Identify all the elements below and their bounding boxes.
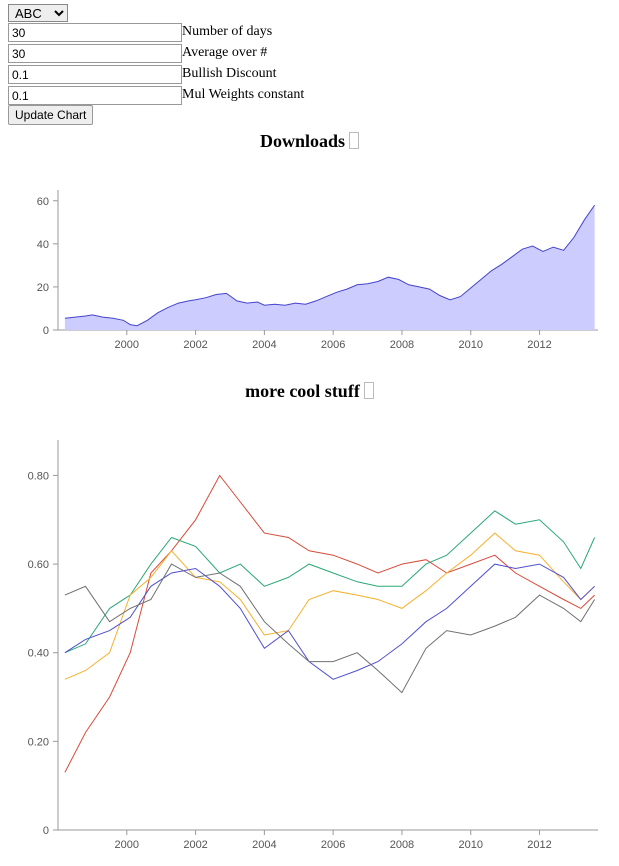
field-row-mulweights: Mul Weights constant [8, 86, 304, 107]
update-chart-button[interactable]: Update Chart [8, 105, 94, 125]
chart2-title-text: more cool stuff [245, 381, 360, 401]
series-gray-line [64, 563, 596, 694]
chart1-x-tick-label: 2000 [115, 339, 139, 351]
average-over-input[interactable] [8, 44, 182, 63]
series-green-line [64, 510, 596, 654]
number-of-days-label: Number of days [182, 24, 273, 39]
chart2-y-tick-label: 0.20 [28, 736, 49, 748]
series-yellow-line [64, 532, 595, 680]
chart1-x-tick-label: 2010 [458, 339, 482, 351]
chart1-y-tick-label: 20 [37, 282, 49, 294]
chart2-y-tick-label: 0 [43, 825, 49, 837]
average-over-label: Average over # [182, 45, 268, 60]
series-red-line [64, 474, 595, 773]
downloads-area [64, 205, 595, 330]
bullish-discount-label: Bullish Discount [182, 66, 277, 81]
chart2-y-tick-label: 0.80 [28, 470, 49, 482]
chart1-x-tick-label: 2012 [527, 339, 551, 351]
mul-weights-input[interactable] [8, 86, 182, 105]
chart1-x-tick-label: 2002 [183, 339, 207, 351]
downloads-line [64, 204, 596, 327]
field-row-average: Average over # [8, 44, 267, 65]
chart2-x-tick-label: 2006 [321, 839, 345, 851]
chart2-x-tick-label: 2012 [527, 839, 551, 851]
bullish-discount-input[interactable] [8, 65, 182, 84]
chart2-x-tick-label: 2002 [183, 839, 207, 851]
field-row-bullish: Bullish Discount [8, 65, 277, 86]
chart2-title: more cool stuff [0, 381, 619, 402]
chart1-x-tick-label: 2004 [252, 339, 276, 351]
chart2-menu-icon[interactable] [363, 382, 374, 399]
chart1-title-text: Downloads [259, 131, 346, 151]
chart2-y-tick-label: 0.40 [28, 648, 49, 660]
mul-weights-label: Mul Weights constant [182, 87, 305, 102]
symbol-dropdown[interactable]: ABC [8, 4, 68, 22]
chart1-title: Downloads [0, 131, 619, 152]
chart2-x-tick-label: 2008 [390, 839, 414, 851]
chart2-x-tick-label: 2000 [115, 839, 139, 851]
chart2-x-tick-label: 2010 [458, 839, 482, 851]
chart1-y-tick-label: 0 [43, 325, 49, 337]
number-of-days-input[interactable] [8, 23, 182, 42]
chart2-y-tick-label: 0.60 [28, 559, 49, 571]
series-blue-line [64, 563, 595, 680]
chart1-y-tick-label: 40 [37, 239, 49, 251]
controls-panel: ABC Number of days Average over # Bullis… [8, 4, 304, 107]
chart2-x-tick-label: 2004 [252, 839, 276, 851]
chart1-x-tick-label: 2008 [390, 339, 414, 351]
chart1-x-tick-label: 2006 [321, 339, 345, 351]
chart1-y-tick-label: 60 [37, 196, 49, 208]
field-row-days: Number of days [8, 23, 272, 44]
chart1-menu-icon[interactable] [349, 132, 360, 149]
